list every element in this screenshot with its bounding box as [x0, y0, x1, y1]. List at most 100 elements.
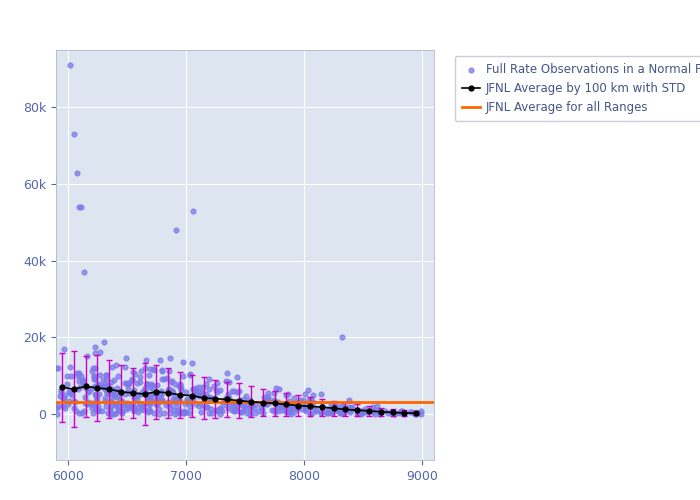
Full Rate Observations in a Normal Point — [164, 385, 175, 393]
Full Rate Observations in a Normal Point — [269, 396, 280, 404]
Full Rate Observations in a Normal Point — [71, 168, 83, 176]
Full Rate Observations in a Normal Point — [290, 403, 301, 411]
Full Rate Observations in a Normal Point — [85, 400, 96, 407]
Full Rate Observations in a Normal Point — [113, 406, 125, 413]
Full Rate Observations in a Normal Point — [82, 400, 93, 407]
Full Rate Observations in a Normal Point — [344, 404, 356, 412]
Full Rate Observations in a Normal Point — [58, 394, 69, 402]
Full Rate Observations in a Normal Point — [110, 402, 121, 409]
Full Rate Observations in a Normal Point — [143, 398, 154, 406]
Full Rate Observations in a Normal Point — [241, 409, 253, 417]
Full Rate Observations in a Normal Point — [123, 389, 134, 397]
Full Rate Observations in a Normal Point — [240, 392, 251, 400]
Full Rate Observations in a Normal Point — [69, 397, 80, 405]
Full Rate Observations in a Normal Point — [273, 386, 284, 394]
Full Rate Observations in a Normal Point — [286, 402, 297, 410]
Full Rate Observations in a Normal Point — [260, 398, 272, 406]
Full Rate Observations in a Normal Point — [112, 386, 123, 394]
Full Rate Observations in a Normal Point — [113, 403, 124, 411]
Full Rate Observations in a Normal Point — [152, 390, 163, 398]
Full Rate Observations in a Normal Point — [105, 398, 116, 406]
Full Rate Observations in a Normal Point — [394, 408, 405, 416]
Full Rate Observations in a Normal Point — [73, 410, 84, 418]
Full Rate Observations in a Normal Point — [99, 338, 110, 346]
JFNL Average by 100 km with STD — [211, 396, 220, 402]
Full Rate Observations in a Normal Point — [106, 388, 117, 396]
Full Rate Observations in a Normal Point — [201, 380, 212, 388]
Full Rate Observations in a Normal Point — [197, 384, 209, 392]
Full Rate Observations in a Normal Point — [292, 404, 303, 412]
Full Rate Observations in a Normal Point — [220, 394, 231, 402]
Full Rate Observations in a Normal Point — [126, 402, 137, 410]
Full Rate Observations in a Normal Point — [344, 403, 355, 411]
Full Rate Observations in a Normal Point — [150, 390, 162, 398]
Full Rate Observations in a Normal Point — [113, 400, 125, 407]
Full Rate Observations in a Normal Point — [215, 404, 226, 412]
Full Rate Observations in a Normal Point — [246, 402, 257, 410]
Full Rate Observations in a Normal Point — [64, 62, 76, 70]
JFNL Average by 100 km with STD — [141, 391, 149, 397]
Full Rate Observations in a Normal Point — [143, 395, 154, 403]
Full Rate Observations in a Normal Point — [52, 402, 64, 409]
Full Rate Observations in a Normal Point — [99, 397, 110, 405]
Full Rate Observations in a Normal Point — [288, 408, 300, 416]
Full Rate Observations in a Normal Point — [195, 388, 206, 396]
Full Rate Observations in a Normal Point — [152, 389, 163, 397]
Full Rate Observations in a Normal Point — [193, 383, 204, 391]
Full Rate Observations in a Normal Point — [90, 392, 101, 400]
Full Rate Observations in a Normal Point — [267, 406, 278, 414]
Full Rate Observations in a Normal Point — [291, 400, 302, 407]
Full Rate Observations in a Normal Point — [274, 402, 285, 409]
Full Rate Observations in a Normal Point — [108, 410, 119, 418]
Full Rate Observations in a Normal Point — [167, 389, 178, 397]
Full Rate Observations in a Normal Point — [279, 403, 290, 411]
Full Rate Observations in a Normal Point — [238, 406, 249, 414]
JFNL Average by 100 km with STD — [341, 406, 349, 412]
Full Rate Observations in a Normal Point — [153, 392, 164, 400]
Full Rate Observations in a Normal Point — [211, 406, 222, 414]
Full Rate Observations in a Normal Point — [119, 400, 130, 407]
Full Rate Observations in a Normal Point — [178, 409, 190, 417]
Full Rate Observations in a Normal Point — [120, 378, 131, 386]
Full Rate Observations in a Normal Point — [203, 408, 214, 416]
Full Rate Observations in a Normal Point — [134, 400, 146, 407]
Full Rate Observations in a Normal Point — [106, 378, 117, 386]
Full Rate Observations in a Normal Point — [86, 384, 97, 392]
Full Rate Observations in a Normal Point — [90, 364, 101, 372]
Full Rate Observations in a Normal Point — [238, 403, 249, 411]
Full Rate Observations in a Normal Point — [160, 401, 172, 409]
Full Rate Observations in a Normal Point — [352, 409, 363, 417]
Full Rate Observations in a Normal Point — [57, 394, 69, 402]
Full Rate Observations in a Normal Point — [201, 404, 212, 411]
Full Rate Observations in a Normal Point — [89, 376, 100, 384]
Full Rate Observations in a Normal Point — [285, 406, 296, 414]
Full Rate Observations in a Normal Point — [200, 390, 211, 398]
Full Rate Observations in a Normal Point — [168, 406, 179, 413]
Full Rate Observations in a Normal Point — [177, 358, 188, 366]
Full Rate Observations in a Normal Point — [99, 386, 110, 394]
Full Rate Observations in a Normal Point — [307, 409, 318, 417]
Full Rate Observations in a Normal Point — [113, 391, 125, 399]
Full Rate Observations in a Normal Point — [293, 398, 304, 406]
Full Rate Observations in a Normal Point — [354, 406, 365, 414]
Full Rate Observations in a Normal Point — [73, 368, 84, 376]
Full Rate Observations in a Normal Point — [115, 396, 126, 404]
Full Rate Observations in a Normal Point — [246, 402, 257, 410]
JFNL Average by 100 km with STD — [412, 410, 421, 416]
Full Rate Observations in a Normal Point — [122, 380, 133, 388]
Full Rate Observations in a Normal Point — [188, 385, 199, 393]
Full Rate Observations in a Normal Point — [146, 380, 157, 388]
Full Rate Observations in a Normal Point — [304, 410, 315, 418]
Full Rate Observations in a Normal Point — [156, 374, 167, 382]
Full Rate Observations in a Normal Point — [100, 376, 111, 384]
Full Rate Observations in a Normal Point — [148, 390, 160, 398]
Full Rate Observations in a Normal Point — [101, 402, 112, 410]
Full Rate Observations in a Normal Point — [138, 402, 149, 410]
Full Rate Observations in a Normal Point — [185, 370, 196, 378]
Full Rate Observations in a Normal Point — [126, 404, 137, 411]
Full Rate Observations in a Normal Point — [329, 400, 340, 408]
Full Rate Observations in a Normal Point — [311, 406, 322, 414]
Full Rate Observations in a Normal Point — [62, 380, 73, 388]
Full Rate Observations in a Normal Point — [150, 388, 162, 396]
Full Rate Observations in a Normal Point — [144, 407, 155, 415]
